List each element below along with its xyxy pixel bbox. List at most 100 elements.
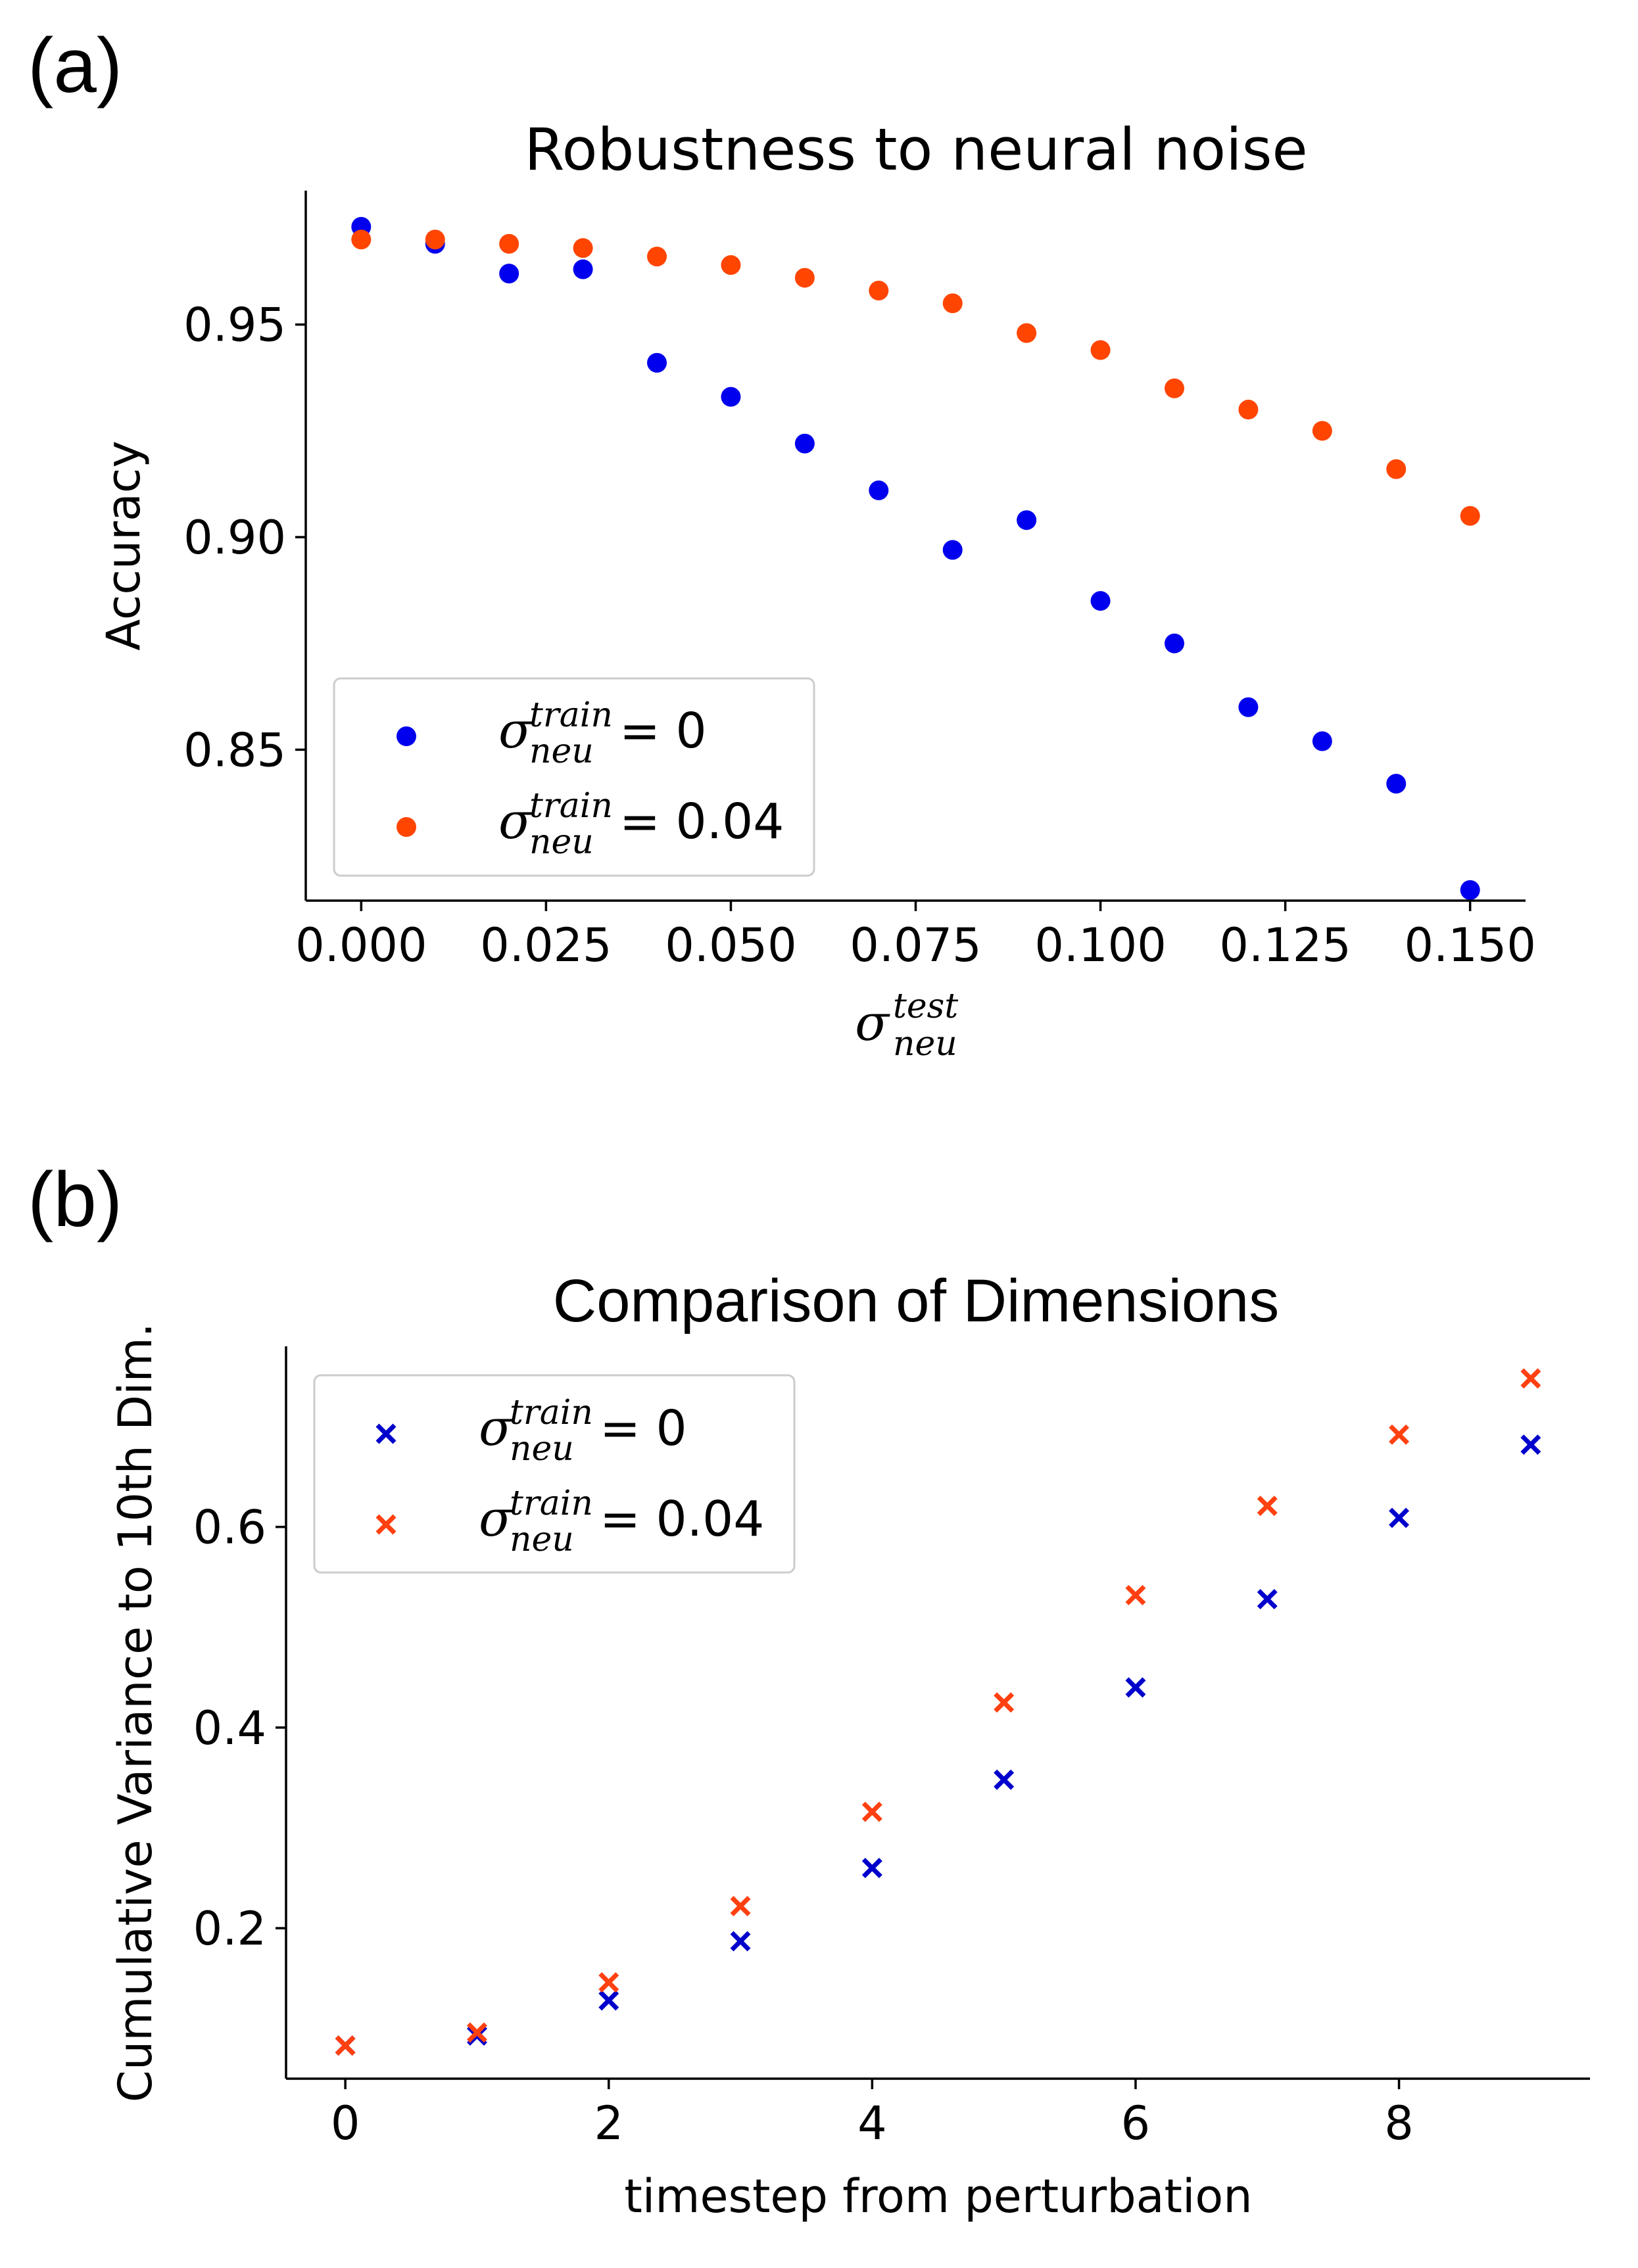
b-x-tick-label: 8 [1384,2096,1414,2150]
b-point-s0-5 [994,1769,1015,1790]
chart-a-legend-sup-0: train [529,696,613,735]
a-point-s1-2 [499,233,519,254]
b-point-s0-7 [1257,1589,1278,1610]
a-point-s1-11 [1164,378,1184,398]
a-point-s1-15 [1460,506,1480,526]
a-y-tick-label: 0.90 [183,511,286,565]
b-x-tick-label: 2 [594,2096,623,2150]
chart-b-legend-sub-0: neu [510,1429,574,1469]
chart-b-legend-sigma-1: σ [479,1489,514,1547]
chart-b-title: Comparison of Dimensions [553,1267,1279,1335]
a-point-s1-1 [425,229,445,250]
a-x-tick-label: 0.150 [1404,918,1535,972]
a-x-tick-label: 0.050 [665,918,796,972]
chart-a-legend-value-1: = 0.04 [619,793,784,850]
a-point-s0-13 [1312,731,1332,751]
chart-b-legend-marker-1 [375,1514,397,1535]
chart-b-points [335,1368,1541,2056]
chart-b-x-label: timestep from perturbation [624,2169,1252,2223]
a-x-tick-label: 0.075 [850,918,981,972]
chart-a-title: Robustness to neural noise [524,116,1307,183]
b-x-tick-label: 6 [1121,2096,1151,2150]
a-point-s0-12 [1238,697,1259,717]
b-point-s0-4 [861,1858,882,1879]
chart-a-x-ticks: 0.000 0.025 0.050 0.075 0.100 0.125 0.150 [295,901,1536,972]
b-point-s1-4 [861,1801,882,1822]
a-point-s0-6 [794,433,815,454]
a-point-s1-5 [721,255,741,275]
chart-a-y-label: Accuracy [97,440,151,651]
chart-b-legend-sup-0: train [510,1393,593,1432]
b-y-tick-label: 0.6 [193,1501,266,1555]
a-point-s1-10 [1090,340,1111,360]
chart-b-legend-sigma-0: σ [479,1398,514,1457]
a-point-s0-8 [942,540,963,560]
chart-b-legend: σ train neu = 0 σ train neu = 0.04 [313,1374,796,1574]
a-point-s1-12 [1238,400,1259,420]
chart-a-legend-marker-1 [397,817,416,837]
b-y-tick-label: 0.4 [193,1701,266,1755]
chart-a-points [351,216,1480,900]
a-point-s1-8 [942,293,963,314]
a-point-s0-10 [1090,591,1111,611]
chart-a-x-label-sup: test [893,987,958,1026]
panel-b-label: (b) [28,1156,122,1243]
b-point-s0-2 [598,1990,619,2011]
a-point-s0-3 [573,259,593,279]
a-x-tick-label: 0.000 [295,918,427,972]
chart-a-x-label: σ test neu [855,987,958,1064]
chart-a-x-label-base: σ [855,993,890,1052]
panel-a-label: (a) [28,22,122,109]
b-point-s1-1 [466,2022,487,2043]
a-point-s1-14 [1386,459,1407,479]
b-point-s0-9 [1520,1434,1541,1455]
a-point-s0-11 [1164,633,1184,653]
a-point-s1-6 [794,268,815,288]
chart-a-legend-sigma-1: σ [498,791,534,850]
a-point-s0-14 [1386,774,1407,794]
b-point-s1-7 [1257,1496,1278,1517]
chart-a-legend-marker-0 [397,726,416,746]
chart-a: Robustness to neural noise 0.850.900.95 … [97,116,1536,1064]
a-y-tick-label: 0.95 [183,298,286,352]
b-point-s1-6 [1125,1584,1146,1605]
a-point-s0-2 [499,264,519,284]
b-point-s1-9 [1520,1368,1541,1389]
a-point-s1-7 [869,280,889,300]
b-point-s0-8 [1389,1507,1410,1528]
b-point-s1-5 [994,1692,1015,1713]
chart-b-x-ticks: 0 2 4 6 8 [331,2079,1414,2150]
chart-b-legend-marker-0 [375,1423,397,1444]
chart-a-legend-sub-1: neu [529,822,594,862]
a-point-s0-15 [1460,880,1480,900]
a-point-s1-4 [647,247,667,267]
b-point-s1-2 [598,1972,619,1993]
chart-b-legend-value-1: = 0.04 [600,1491,764,1547]
b-point-s0-3 [730,1931,751,1952]
chart-a-legend-value-0: = 0 [619,703,707,759]
a-x-tick-label: 0.100 [1034,918,1166,972]
chart-a-legend: σ train neu = 0 σ train neu = 0.04 [333,677,815,877]
b-point-s1-3 [730,1896,751,1916]
chart-a-legend-sup-1: train [529,786,613,826]
chart-a-y-ticks: 0.85 0.90 0.95 [183,298,306,777]
b-point-s0-6 [1125,1677,1146,1698]
a-point-s0-7 [869,480,889,500]
b-point-s1-0 [335,2035,356,2056]
chart-b-legend-sup-1: train [510,1484,593,1523]
b-x-tick-label: 4 [857,2096,887,2150]
chart-a-legend-sub-0: neu [529,732,594,771]
a-point-s0-9 [1017,510,1037,531]
b-point-s1-8 [1389,1424,1410,1445]
chart-b-y-label: Cumulative Variance to 10th Dim. [108,1323,162,2102]
b-y-tick-label: 0.2 [193,1902,266,1956]
chart-b-legend-sub-1: neu [510,1520,574,1559]
chart-a-legend-sigma-0: σ [498,701,534,759]
a-point-s1-9 [1017,323,1037,343]
chart-b: Comparison of Dimensions 0.2 0.4 0.6 0 2 4 6 8… [108,1267,1590,2223]
b-x-tick-label: 0 [331,2096,360,2150]
chart-b-y-ticks: 0.2 0.4 0.6 [193,1501,286,1956]
chart-b-legend-frame [313,1374,796,1574]
a-point-s1-3 [573,238,593,258]
